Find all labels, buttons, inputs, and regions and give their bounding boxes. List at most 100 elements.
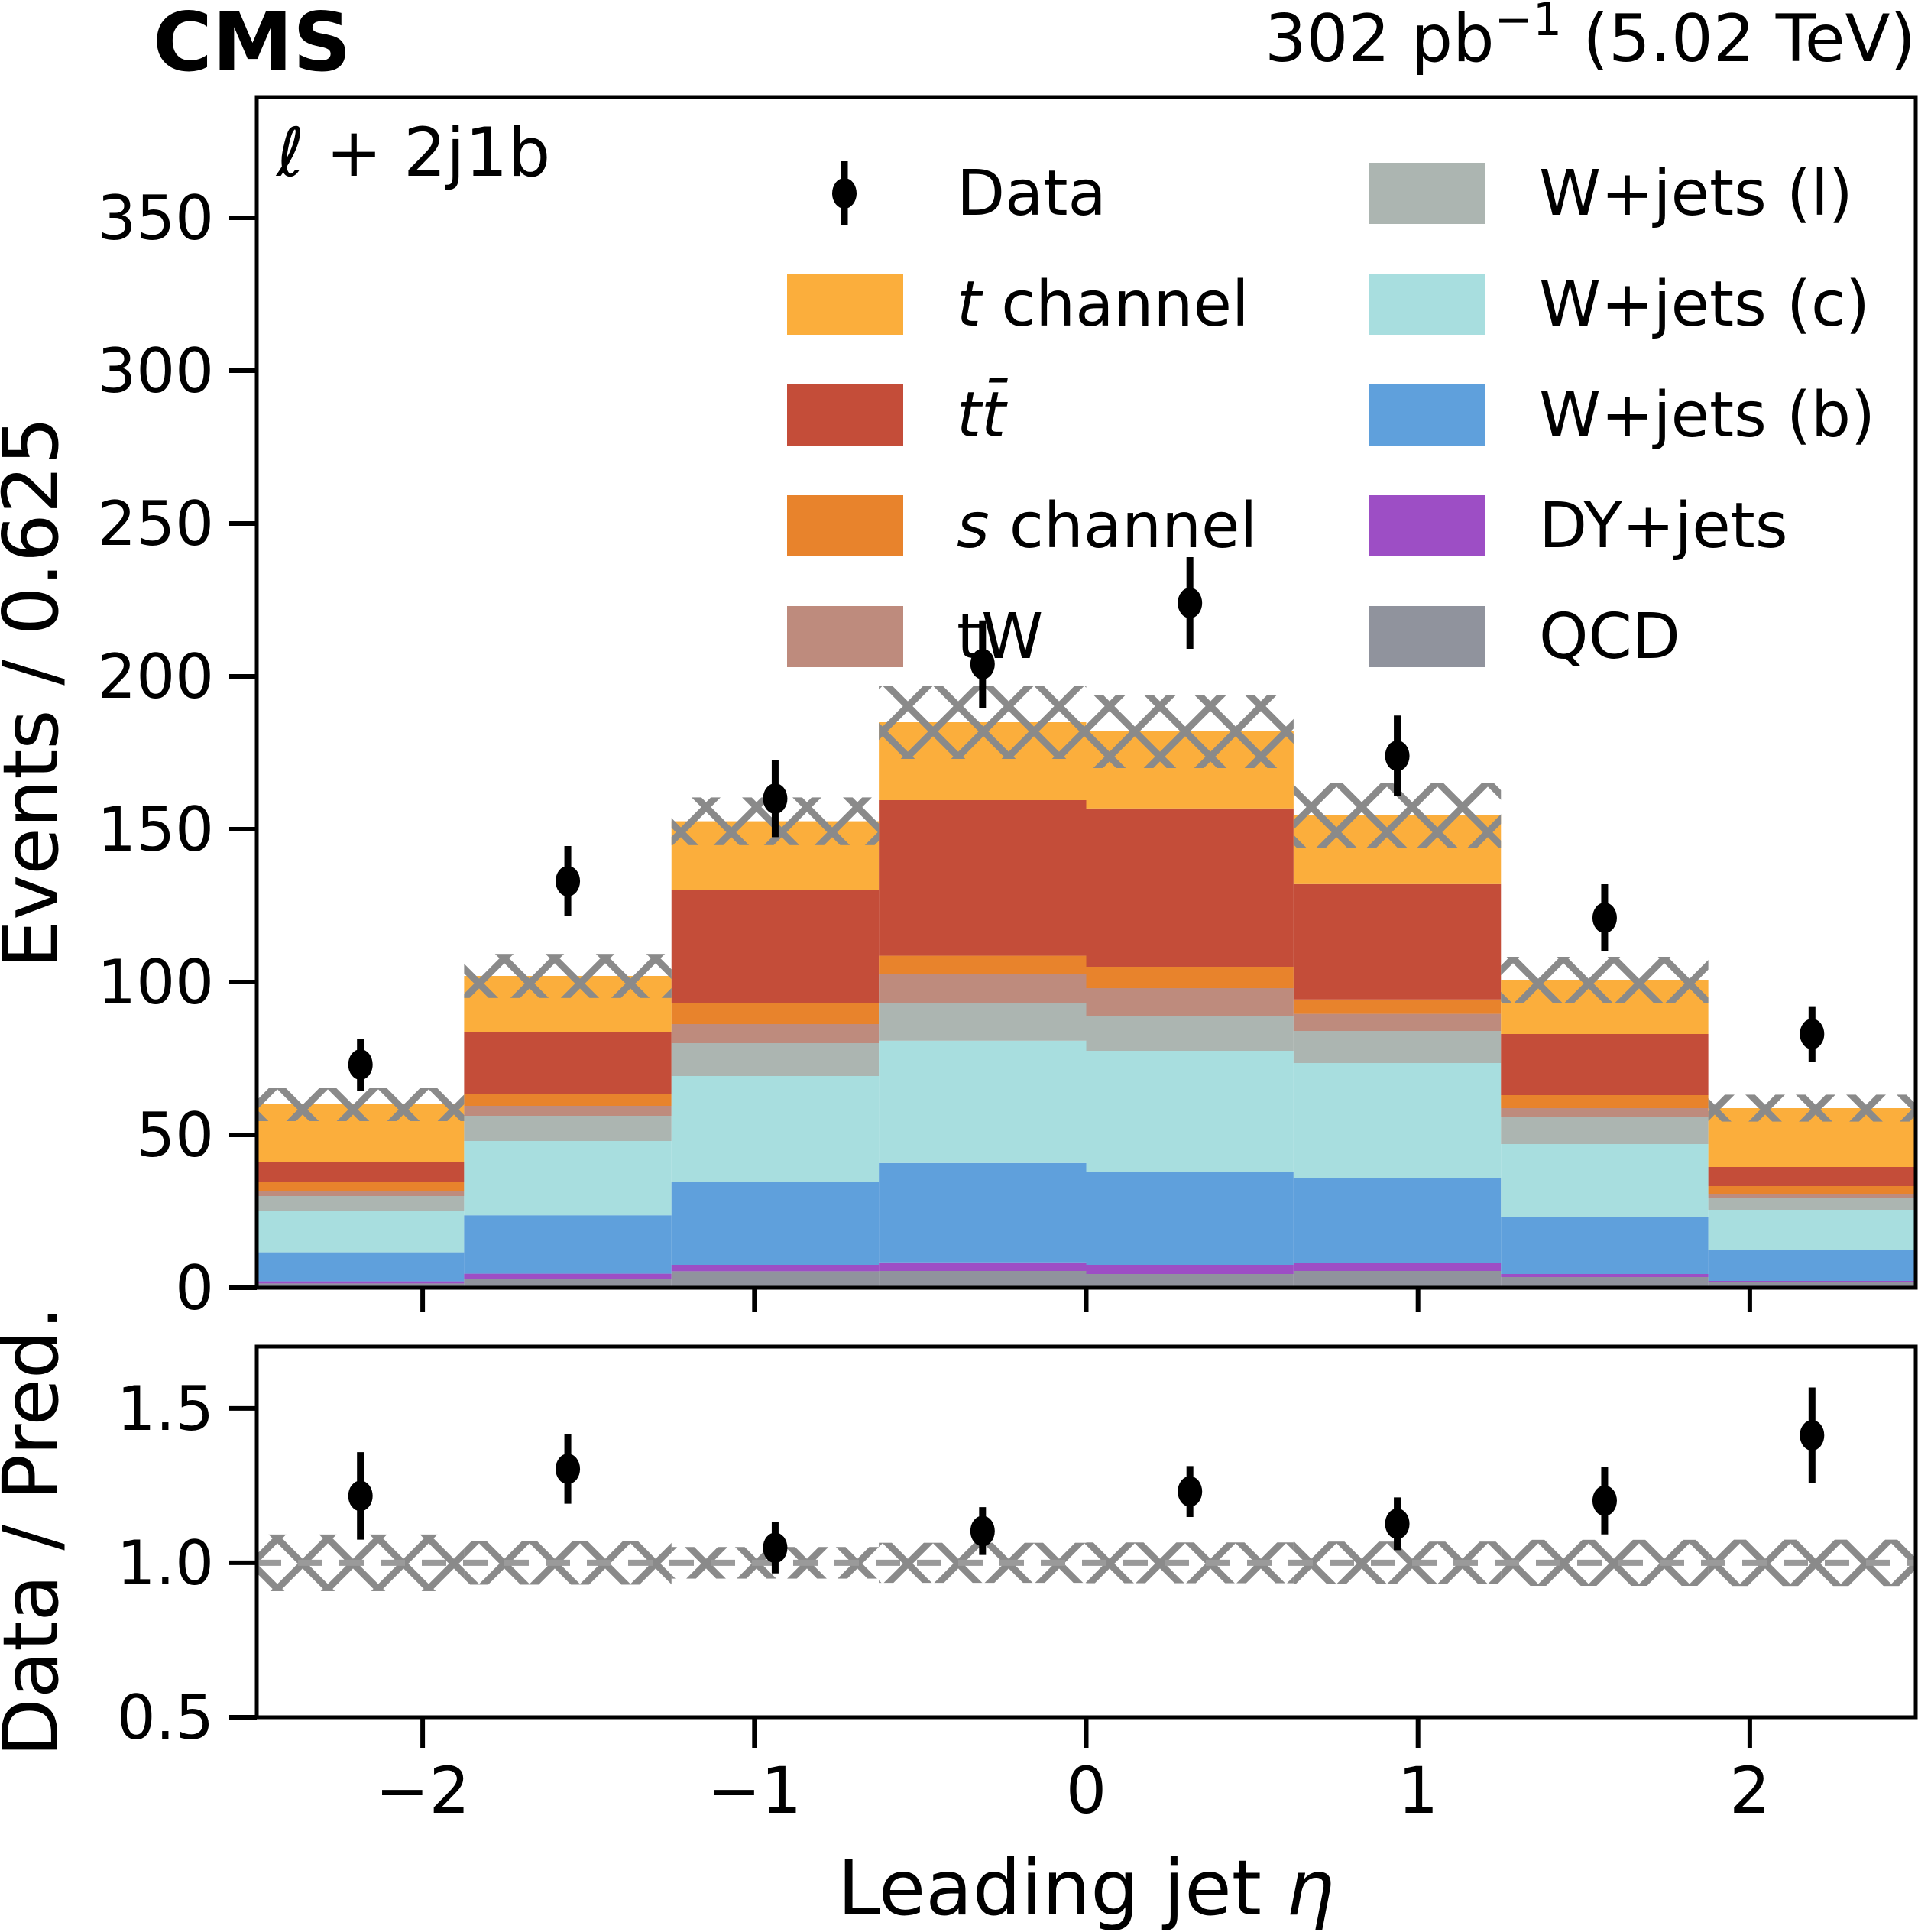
stack-segment-w-jets-l- xyxy=(671,1043,880,1076)
data-point xyxy=(556,866,581,896)
data-point xyxy=(1385,741,1410,771)
x-tick-label: 1 xyxy=(1398,1753,1438,1828)
stack-segment-tt- xyxy=(1293,883,1502,1000)
stack-segment-w-jets-l- xyxy=(1086,1016,1294,1051)
ratio-point xyxy=(1178,1476,1203,1507)
legend-swatch-w-jets-c- xyxy=(1369,274,1485,335)
legend-label-data: Data xyxy=(957,157,1106,230)
mc-uncertainty-bin-1 xyxy=(464,954,672,998)
ratio-point xyxy=(1385,1508,1410,1539)
stack-segment-w-jets-b- xyxy=(1293,1178,1502,1263)
stack-segment-tt- xyxy=(879,800,1087,956)
legend-swatch-w-jets-l- xyxy=(1369,163,1485,224)
stack-segment-w-jets-c- xyxy=(464,1141,672,1216)
stack-segment-qcd xyxy=(464,1279,672,1288)
mc-uncertainty-bin-6 xyxy=(1501,957,1709,1003)
ratio-tick-label: 1.5 xyxy=(117,1373,214,1444)
stack-segment-qcd xyxy=(1293,1271,1502,1288)
stack-segment-tt- xyxy=(257,1162,465,1182)
data-point xyxy=(348,1049,373,1080)
ratio-data-points xyxy=(348,1387,1825,1574)
stack-segment-dy-jets xyxy=(1293,1263,1502,1271)
stack-segment-dy-jets xyxy=(464,1273,672,1279)
stack-segment-w-jets-l- xyxy=(257,1196,465,1211)
stack-segment-qcd xyxy=(1501,1277,1709,1288)
stack-segment-w-jets-l- xyxy=(464,1116,672,1141)
stack-segment-dy-jets xyxy=(257,1281,465,1284)
x-tick-label: 2 xyxy=(1729,1753,1770,1828)
stack-segment-tt- xyxy=(1086,808,1294,967)
stack-segment-s-channel xyxy=(1293,999,1502,1014)
stack-segment-s-channel xyxy=(464,1094,672,1106)
ratio-point xyxy=(1592,1485,1617,1516)
legend-swatch-s-channel xyxy=(787,495,903,556)
stack-segment-tt- xyxy=(1501,1034,1709,1095)
legend-swatch-tt- xyxy=(787,384,903,446)
ratio-panel-frame xyxy=(254,1344,1918,1720)
legend-data-marker xyxy=(832,178,857,209)
cms-label: CMS xyxy=(153,0,352,89)
y-tick-label: 200 xyxy=(97,641,214,712)
stack-segment-s-channel xyxy=(1086,967,1294,988)
ratio-point xyxy=(1800,1420,1825,1451)
stack-segment-tt- xyxy=(671,890,880,1003)
stack-segment-w-jets-l- xyxy=(1708,1198,1916,1210)
stack-segment-tw xyxy=(1501,1108,1709,1117)
y-axis-title: Events / 0.625 xyxy=(0,417,76,968)
data-point xyxy=(1178,588,1203,618)
legend-label-qcd: QCD xyxy=(1539,601,1680,673)
stack-segment-w-jets-l- xyxy=(879,1003,1087,1041)
stack-segment-qcd xyxy=(671,1271,880,1288)
stack-segment-qcd xyxy=(1708,1282,1916,1288)
legend-label-w-jets-b-: W+jets (b) xyxy=(1539,379,1875,452)
stack-segment-dy-jets xyxy=(879,1262,1087,1271)
stack-segment-w-jets-l- xyxy=(1501,1117,1709,1144)
ratio-y-axis-title: Data / Pred. xyxy=(0,1306,76,1757)
data-point xyxy=(763,783,788,814)
stack-segment-dy-jets xyxy=(1086,1265,1294,1274)
legend-swatch-w-jets-b- xyxy=(1369,384,1485,446)
legend-label-s-channel: s channel xyxy=(957,490,1257,562)
legend: Data t channel tt̄ s channel tW W+jets (l) W+j… xyxy=(787,157,1875,673)
stack-segment-tw xyxy=(1708,1194,1916,1198)
main-panel-frame xyxy=(254,95,1918,1290)
y-tick-label: 350 xyxy=(97,183,214,254)
stack-segment-w-jets-c- xyxy=(1086,1051,1294,1172)
stack-segment-dy-jets xyxy=(1501,1274,1709,1277)
mc-uncertainty-band xyxy=(257,686,1916,1122)
stack-segment-w-jets-b- xyxy=(1501,1217,1709,1274)
data-point xyxy=(970,649,995,679)
stack-segment-tw xyxy=(1086,988,1294,1016)
stack-segment-w-jets-b- xyxy=(879,1162,1087,1263)
data-point xyxy=(1592,903,1617,933)
ratio-point xyxy=(763,1532,788,1564)
stack-segment-w-jets-c- xyxy=(1708,1210,1916,1250)
stack-segment-tw xyxy=(1293,1013,1502,1031)
stack-segment-s-channel xyxy=(257,1182,465,1191)
y-tick-label: 300 xyxy=(97,336,214,407)
stack-segment-w-jets-b- xyxy=(464,1215,672,1274)
mc-uncertainty-bin-7 xyxy=(1708,1094,1916,1122)
stack-segment-w-jets-b- xyxy=(671,1182,880,1265)
legend-label-dy-jets: DY+jets xyxy=(1539,490,1788,562)
stack-segment-w-jets-c- xyxy=(1501,1144,1709,1217)
legend-swatch-t-channel xyxy=(787,274,903,335)
stack-segment-dy-jets xyxy=(671,1265,880,1272)
ratio-point xyxy=(348,1480,373,1512)
y-tick-label: 100 xyxy=(97,947,214,1018)
stack-segment-tw xyxy=(464,1106,672,1116)
stack-segment-qcd xyxy=(879,1271,1087,1288)
ratio-point xyxy=(970,1515,995,1547)
y-tick-label: 250 xyxy=(97,488,214,559)
stack-segment-dy-jets xyxy=(1708,1281,1916,1282)
stack-segment-tw xyxy=(671,1024,880,1043)
x-axis-title: Leading jet η xyxy=(838,1843,1334,1932)
stack-segment-w-jets-c- xyxy=(671,1076,880,1182)
y-tick-label: 0 xyxy=(175,1253,214,1324)
stack-segment-w-jets-l- xyxy=(1293,1031,1502,1063)
ratio-tick-label: 0.5 xyxy=(117,1682,214,1753)
x-tick-label: 0 xyxy=(1066,1753,1106,1828)
y-tick-label: 50 xyxy=(136,1100,214,1171)
